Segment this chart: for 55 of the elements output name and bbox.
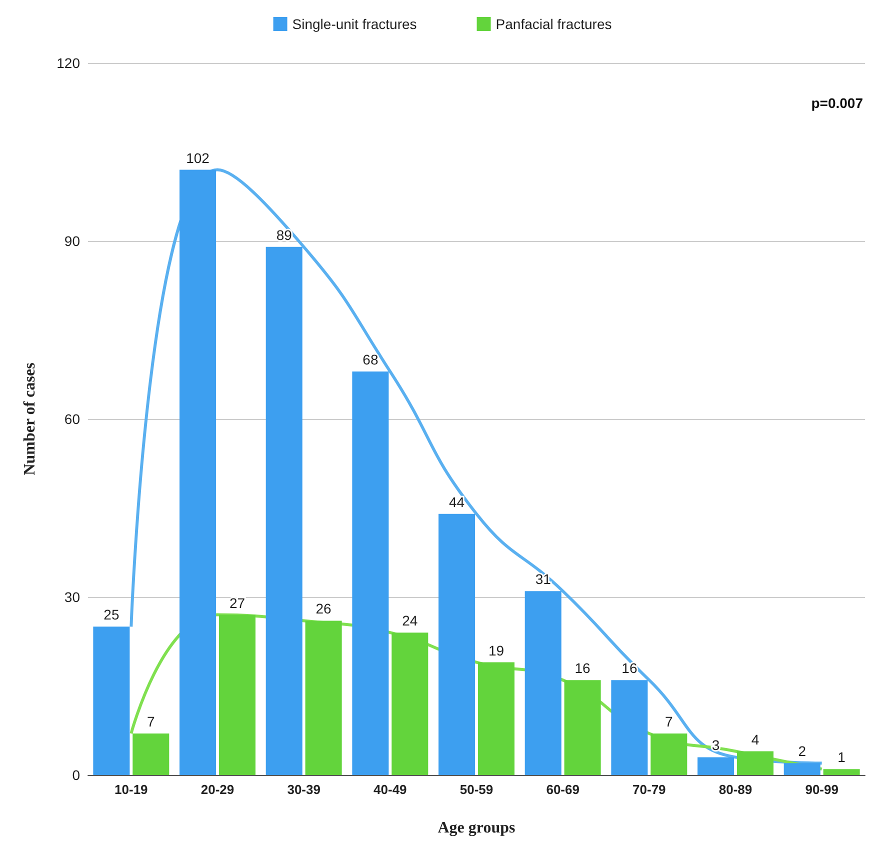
data-label: 44 <box>448 494 465 510</box>
line-series <box>130 168 824 765</box>
data-label: 31 <box>535 571 552 588</box>
bar <box>650 733 688 775</box>
legend-label: Panfacial fractures <box>496 16 612 32</box>
x-tick-label: 70-79 <box>632 782 666 797</box>
x-tick-label: 60-69 <box>546 782 580 797</box>
data-label: 1 <box>838 749 846 766</box>
data-label: 89 <box>276 226 292 243</box>
y-tick-label: 90 <box>64 233 80 249</box>
data-label: 2 <box>798 743 806 760</box>
bar <box>564 680 601 775</box>
x-tick-label: 10-19 <box>114 782 148 797</box>
y-tick-label: 30 <box>64 589 80 605</box>
data-label: 16 <box>574 660 591 676</box>
bar <box>305 620 342 775</box>
bar <box>478 662 514 775</box>
data-label: 7 <box>664 713 673 730</box>
data-label: 27 <box>229 594 246 611</box>
data-label: 25 <box>104 606 120 623</box>
bar <box>218 614 256 775</box>
x-tick-label: 80-89 <box>718 782 752 797</box>
bar <box>392 632 428 775</box>
bar <box>698 757 734 775</box>
data-label: 7 <box>146 713 155 730</box>
bar <box>93 626 130 775</box>
data-label: 24 <box>402 612 418 629</box>
bar <box>132 733 170 775</box>
bar <box>438 514 476 775</box>
bar <box>736 751 774 775</box>
x-tick-label: 20-29 <box>200 782 234 797</box>
data-label: 26 <box>316 600 332 617</box>
bar <box>784 763 820 775</box>
y-tick-label: 0 <box>72 767 80 783</box>
data-label: 102 <box>186 150 210 166</box>
x-tick-label: 30-39 <box>287 782 320 797</box>
legend-label: Single-unit fractures <box>292 16 417 32</box>
x-tick-label: 40-49 <box>374 782 407 797</box>
bar <box>524 591 562 775</box>
data-label: 68 <box>362 352 378 368</box>
x-tick-label: 90-99 <box>805 782 838 797</box>
x-tick-label: 50-59 <box>460 782 494 797</box>
bar <box>180 170 216 775</box>
bar <box>352 372 389 775</box>
bar <box>823 769 860 775</box>
y-axis-title: Number of cases <box>22 362 38 476</box>
y-tick-label: 60 <box>64 411 80 427</box>
data-label: 4 <box>751 731 760 748</box>
x-axis-title: Age groups <box>438 820 516 836</box>
data-label: 19 <box>488 642 504 658</box>
y-tick-label: 120 <box>56 55 80 71</box>
data-label: 16 <box>622 660 638 676</box>
annotation: p=0.007 <box>811 95 864 111</box>
bar <box>266 246 302 775</box>
bar <box>611 680 648 775</box>
